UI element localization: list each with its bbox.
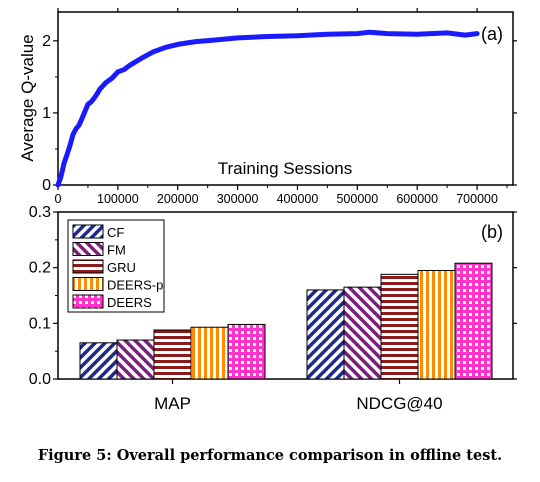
legend-swatch-deers [72,294,104,309]
bar-fm-ndcg-at-40 [343,286,382,380]
q-value-line-chart: 0 100000 200000 300000 400000 500000 600000 700… [18,8,517,206]
legend-label-cf: CF [107,225,124,240]
panel-a-y-tick-label: 1 [42,105,51,122]
bar-cf-ndcg-at-40 [306,289,345,380]
panel-a-frame [57,11,514,186]
bar-deers-ndcg-at-40 [454,262,493,380]
bar-gru-ndcg-at-40 [380,273,419,380]
bar-deers-p-ndcg-at-40 [417,269,456,380]
legend: CF FM GRU DEERS-p DEERS [67,219,165,313]
panel-a-x-tick-label: 600000 [396,192,438,206]
category-label: MAP [154,394,191,413]
legend-swatch-cf [72,224,104,239]
bar-fm-map [116,339,155,380]
panel-a-x-tick-label: 400000 [277,192,319,206]
panel-a-x-tick-label: 0 [55,192,62,206]
category-label: NDCG@40 [356,394,442,413]
legend-swatch-fm [72,242,104,256]
performance-bar-chart: 0.0 0.1 0.2 0.3 MAP NDCG@40 (b) CF FM GRU DEERS… [29,204,517,413]
panel-b-label: (b) [481,222,503,242]
panel-b-y-tick-label: 0.1 [29,315,51,332]
panel-a-x-axis-label: Training Sessions [218,159,353,178]
legend-label-gru: GRU [107,260,136,275]
panel-a-x-tick-label: 200000 [157,192,199,206]
figure-caption: Figure 5: Overall performance comparison… [37,447,503,464]
legend-label-deers: DEERS [107,295,152,310]
legend-label-fm: FM [107,243,126,258]
panel-a-label: (a) [481,24,503,44]
panel-a-x-tick-label: 700000 [456,192,498,206]
panel-a-y-tick-label: 0 [42,177,51,194]
legend-label-deers-p: DEERS-p [107,278,163,293]
figure: 0 100000 200000 300000 400000 500000 600000 700… [18,8,517,413]
bar-deers-map [227,323,266,380]
panel-a-x-tick-label: 100000 [97,192,139,206]
panel-b-y-tick-label: 0.2 [29,260,51,277]
legend-swatch-gru [72,259,104,274]
panel-b-y-tick-label: 0.0 [29,371,51,388]
legend-swatch-deers-p [72,277,104,291]
panel-a-y-axis-label: Average Q-value [18,34,37,161]
panel-a-x-tick-label: 300000 [217,192,259,206]
panel-a-y-tick-label: 2 [42,33,51,50]
panel-b-y-tick-label: 0.3 [29,204,51,221]
bar-cf-map [79,342,118,380]
panel-a-x-tick-label: 500000 [336,192,378,206]
bar-gru-map [153,329,192,380]
bar-deers-p-map [190,326,229,380]
q-value-series-line [55,29,480,188]
